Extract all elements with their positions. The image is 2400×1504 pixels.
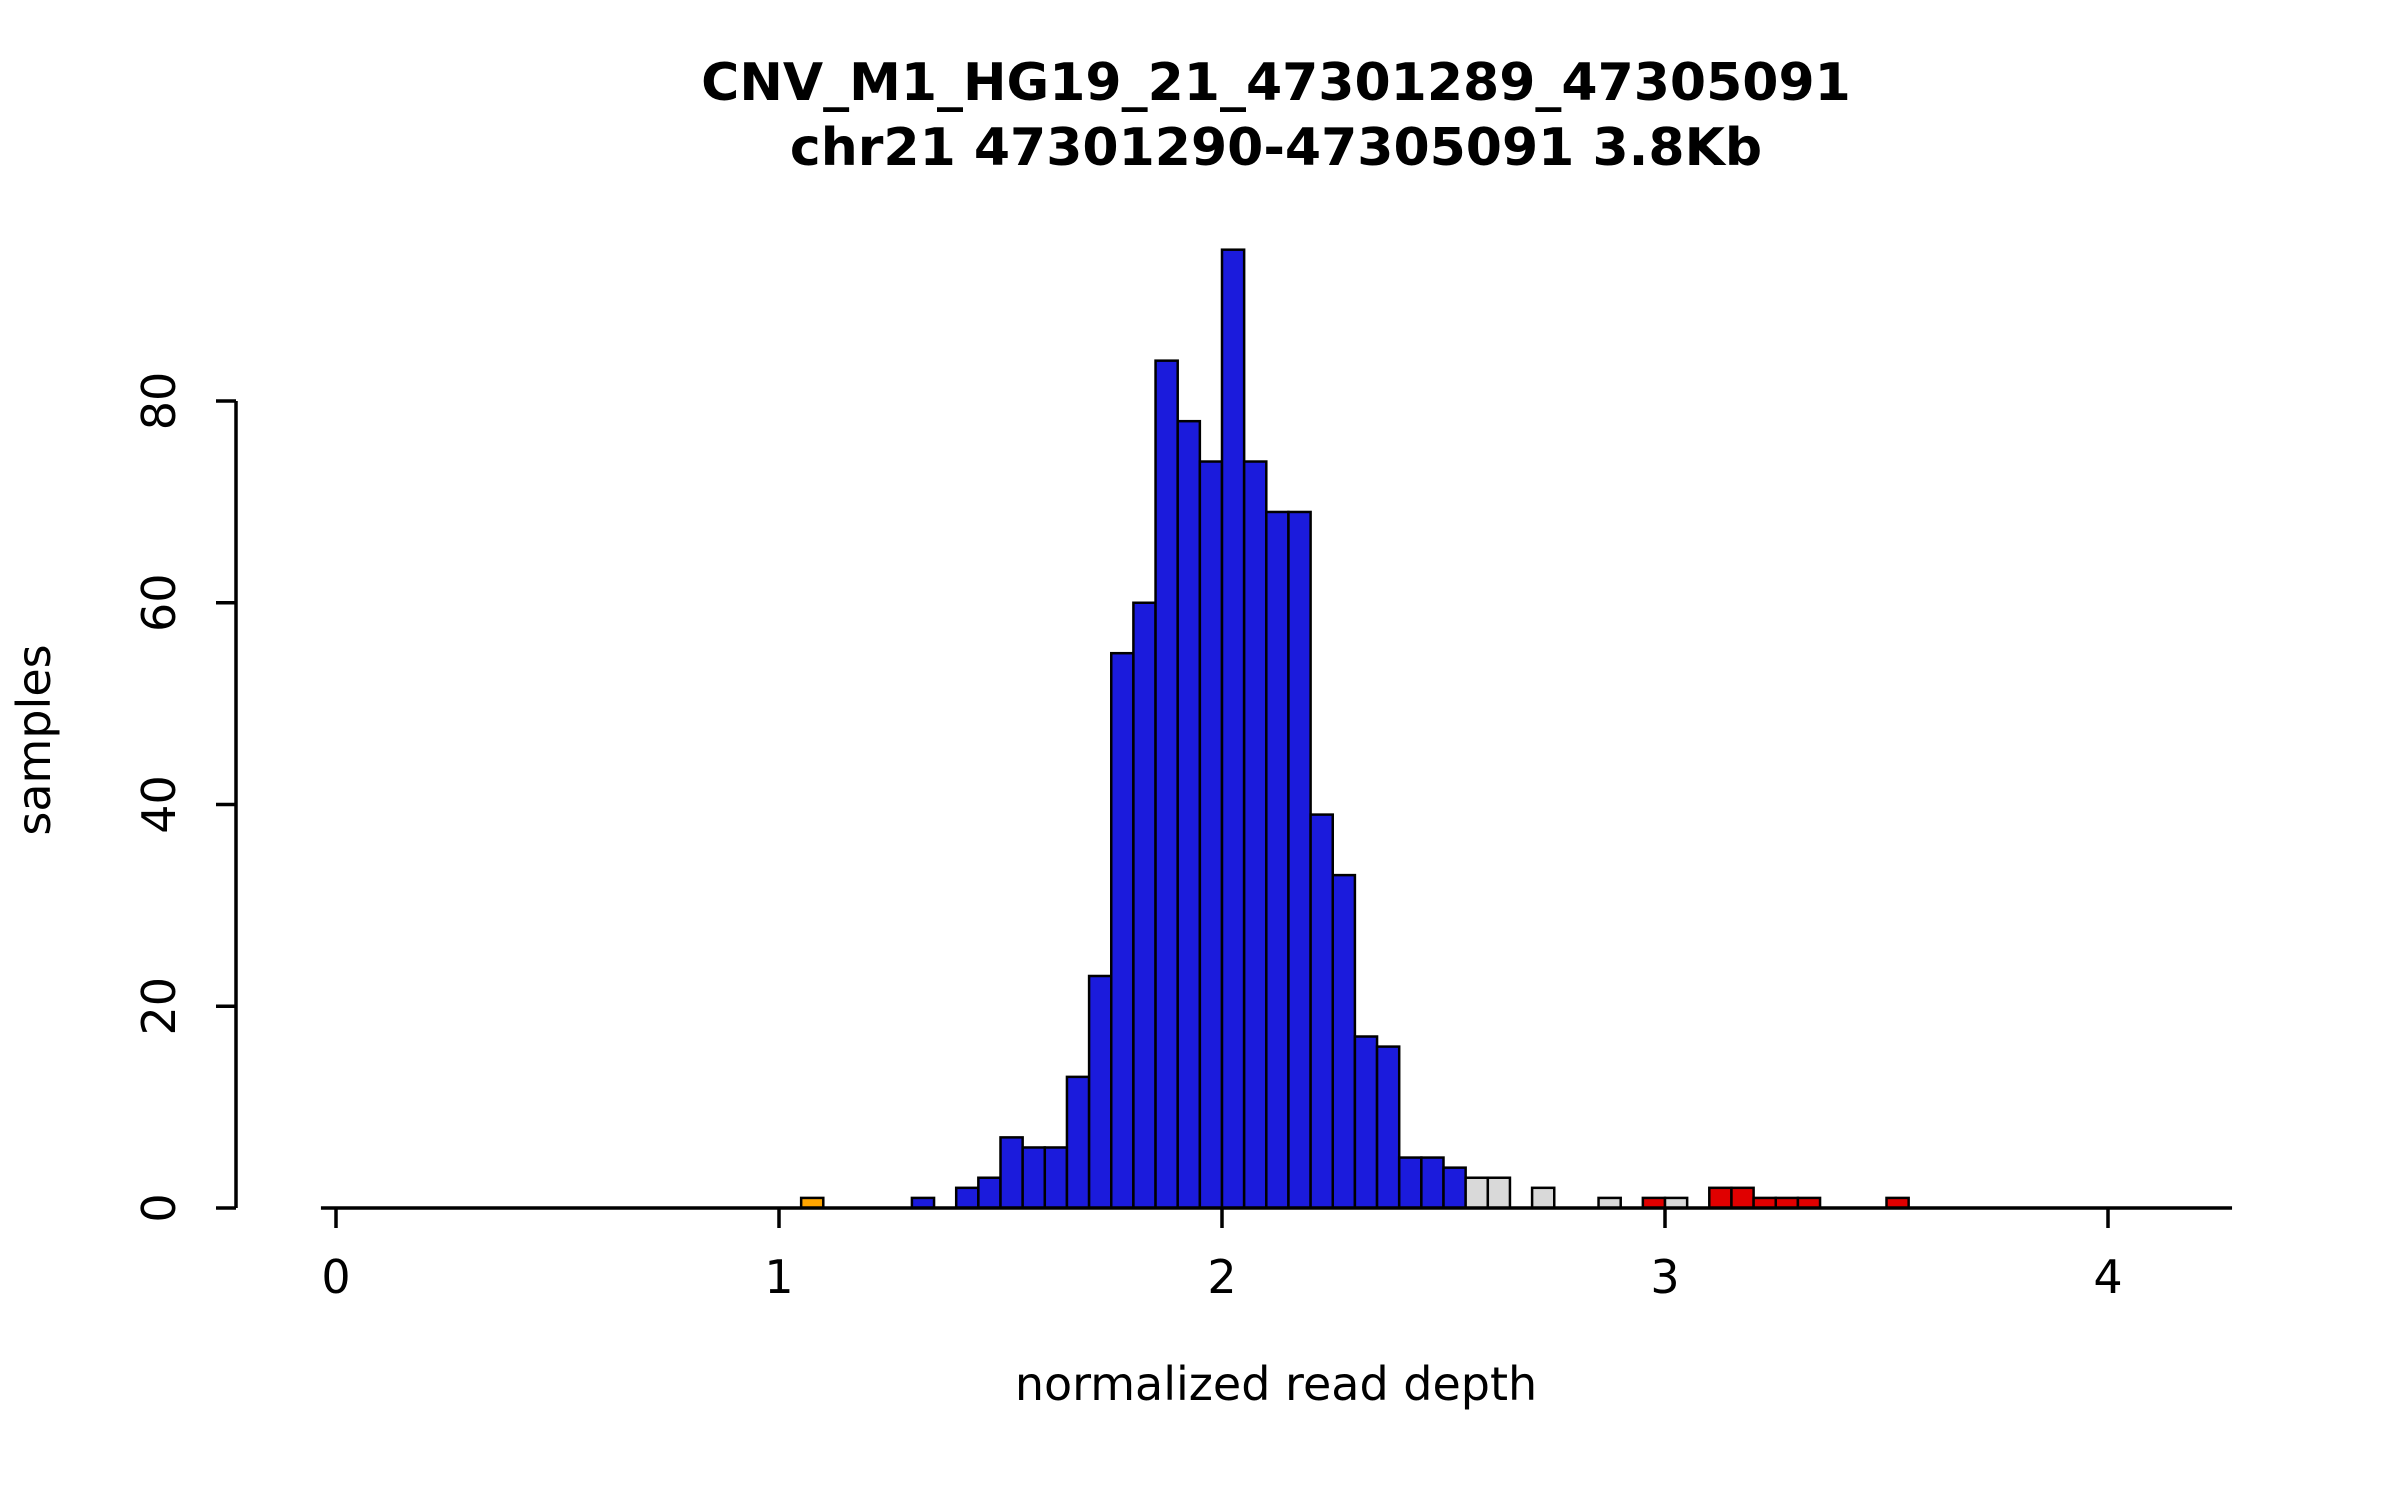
histogram-bar (999, 1136, 1024, 1210)
y-axis-tick-label: 80 (132, 372, 186, 431)
chart-subtitle: chr21 47301290-47305091 3.8Kb (790, 118, 1762, 178)
x-axis-label: normalized read depth (1015, 1357, 1537, 1411)
histogram-bar (1420, 1156, 1445, 1210)
y-axis-label: samples (7, 644, 61, 835)
histogram-bar (1087, 974, 1113, 1210)
y-axis-tick-label: 60 (132, 573, 186, 632)
x-axis-tick-label: 1 (764, 1250, 793, 1304)
histogram-bar (1021, 1146, 1047, 1210)
y-axis-tick-label: 20 (132, 977, 186, 1036)
histogram-bar (1353, 1035, 1379, 1210)
histogram-bar (1065, 1075, 1091, 1210)
histogram-bar (1708, 1186, 1733, 1210)
histogram-bar (1331, 873, 1357, 1210)
x-axis-tick-label: 4 (2093, 1250, 2122, 1304)
histogram-bar (977, 1176, 1002, 1210)
x-axis-tick-label: 3 (1650, 1250, 1679, 1304)
histogram-bar (1397, 1156, 1423, 1210)
histogram-bar (1464, 1176, 1490, 1210)
histogram-bar (1486, 1176, 1512, 1210)
histogram-bar (1309, 813, 1334, 1210)
histogram-bar (1043, 1146, 1069, 1210)
histogram-bar (1265, 510, 1290, 1210)
histogram-bar (1730, 1186, 1755, 1210)
histogram-bar (1154, 359, 1179, 1210)
histogram-bar (1198, 460, 1224, 1210)
histogram-bar (1375, 1045, 1401, 1210)
histogram-bar (1442, 1166, 1467, 1210)
histogram-bar (1530, 1186, 1556, 1210)
histogram-bar (1132, 601, 1157, 1210)
histogram-bars-group (799, 248, 1910, 1210)
histogram-bar (1176, 419, 1202, 1210)
x-axis-tick-label: 0 (321, 1250, 350, 1304)
histogram-bar (954, 1186, 980, 1210)
chart-title: CNV_M1_HG19_21_47301289_47305091 (701, 53, 1851, 113)
histogram-bar (1242, 460, 1268, 1210)
y-axis-tick-label: 0 (132, 1193, 186, 1222)
histogram-bar (1287, 510, 1312, 1210)
histogram-bar (1220, 248, 1246, 1210)
histogram-bar (1110, 651, 1135, 1210)
y-axis-tick-label: 40 (132, 775, 186, 834)
x-axis-tick-label: 2 (1207, 1250, 1236, 1304)
